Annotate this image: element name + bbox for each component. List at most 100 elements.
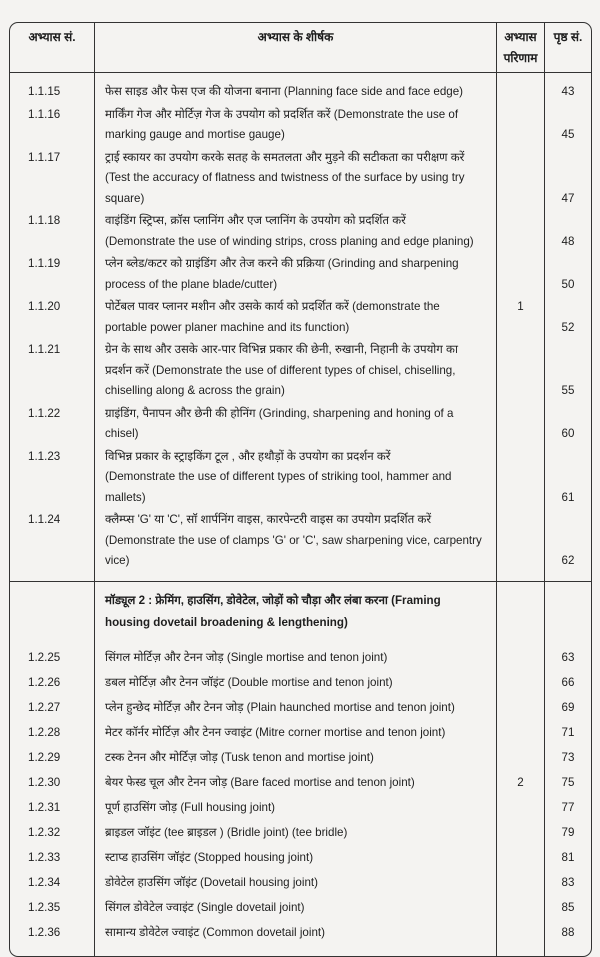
page-cell: 79 [545,821,591,846]
page-cell: 55 [545,339,591,403]
exercise-number: 1.1.24 [10,509,95,573]
table-row: 1.1.24 क्लैम्प्स 'G' या 'C', सॉ शार्पनिंग… [10,509,591,573]
page-cell: 73 [545,746,591,771]
table-row: 1.1.16 मार्किंग गेज और मोर्टिज़ गेज के उप… [10,103,591,147]
exercise-title: मार्किंग गेज और मोर्टिज़ गेज के उपयोग को… [95,103,497,147]
learning-outcome [497,402,545,446]
exercise-title-line: पोर्टेबल पावर प्लानर मशीन और उसके कार्य … [105,300,440,313]
exercise-title-line: प्लेन हुन्छेद मोर्टिज़ और टेनन जोड़ (Pla… [105,701,455,714]
exercise-title: सिंगल मोर्टिज़ और टेनन जोड़ (Single mort… [95,645,497,671]
exercise-title: ग्राइंडिंग, पैनापन और छेनी की होनिंग (Gr… [95,402,497,446]
exercise-title-line: chiselling along & across the grain) [105,384,285,397]
exercise-title-line: मेटर कॉर्नर मोर्टिज़ और टेनन ज्वाइंट (Mi… [105,726,446,739]
learning-outcome [497,146,545,210]
exercise-number: 1.2.30 [10,770,95,796]
learning-outcome [497,445,545,509]
header-page-no-label: पृष्ठ सं. [553,30,583,44]
empty-cell [10,945,95,956]
exercise-number: 1.2.25 [10,645,95,671]
page-number: 88 [561,926,575,939]
exercise-title-line: डोवेटेल हाउसिंग जॉइंट (Dovetail housing … [105,876,318,889]
table-row: 1.2.29 टस्क टेनन और मोर्टिज़ जोड़ (Tusk t… [10,745,591,771]
page-number: 47 [561,191,575,205]
exercise-title-line: portable power planer machine and its fu… [105,320,350,334]
module-row: मॉड्यूल 2 : फ्रेमिंग, हाउसिंग, डोवेटेल, … [10,580,591,646]
exercise-title: सिंगल डोवेटेल ज्वाइंट (Single dovetail j… [95,895,497,921]
exercise-title: ग्रेन के साथ और उसके आर-पार विभिन्न प्रक… [95,339,497,403]
exercise-title-line: फेस साइड और फेस एज की योजना बनाना (Plann… [105,85,464,98]
exercise-number: 1.2.33 [10,845,95,871]
table-row: 1.2.31 पूर्ण हाउसिंग जोड़ (Full housing j… [10,795,591,821]
exercise-number: 1.2.27 [10,695,95,721]
exercise-title-line: सामान्य डोवेटेल ज्वाइंट (Common dovetail… [105,926,325,939]
learning-outcome [497,795,545,821]
table-row: 1.2.33 स्टाप्ड हाउसिंग जॉइंट (Stopped hou… [10,845,591,871]
page-cell: 81 [545,846,591,871]
exercise-title: बेयर फेस्ड चूल और टेनन जोड़ (Bare faced … [95,770,497,796]
exercise-title: प्लेन हुन्छेद मोर्टिज़ और टेनन जोड़ (Pla… [95,695,497,721]
exercise-number: 1.1.23 [10,445,95,509]
exercise-title: स्टाप्ड हाउसिंग जॉइंट (Stopped housing j… [95,845,497,871]
exercise-title-line: प्लेन ब्लेड/कटर को ग्राइंडिंग और तेज करन… [105,257,459,270]
page-cell: 62 [545,509,591,573]
exercise-title: प्लेन ब्लेड/कटर को ग्राइंडिंग और तेज करन… [95,253,497,296]
header-outcome: अभ्यास परिणाम [497,23,545,72]
learning-outcome [497,695,545,721]
table-row: 1.2.32 ब्राइडल जॉइंट (tee ब्राइडल ) (Brid… [10,820,591,846]
empty-cell [545,73,591,81]
table-row: 1.2.28 मेटर कॉर्नर मोर्टिज़ और टेनन ज्वाइ… [10,720,591,746]
page-cell: 83 [545,871,591,896]
learning-outcome [497,339,545,403]
page-cell: 77 [545,796,591,821]
page-cell: 85 [545,896,591,921]
exercise-title-line: बेयर फेस्ड चूल और टेनन जोड़ (Bare faced … [105,776,415,789]
page-number: 71 [561,726,575,739]
page-cell: 60 [545,403,591,446]
table-row: 1.1.17 ट्राई स्कायर का उपयोग करके सतह के … [10,146,591,210]
exercise-title-line: टस्क टेनन और मोर्टिज़ जोड़ (Tusk tenon a… [105,751,374,764]
table-row: 1.2.36 सामान्य डोवेटेल ज्वाइंट (Common do… [10,920,591,946]
exercise-number: 1.1.22 [10,402,95,446]
learning-outcome [497,720,545,746]
page-number: 69 [561,701,575,714]
page-number: 43 [561,85,575,98]
learning-outcome [497,509,545,573]
page-cell: 66 [545,671,591,696]
page-number: 81 [561,851,575,864]
table-row: 1.1.23 विभिन्न प्रकार के स्ट्राइकिंग टूल … [10,445,591,510]
exercise-title-line: सिंगल मोर्टिज़ और टेनन जोड़ (Single mort… [105,651,388,664]
page-number: 75 [561,776,575,789]
header-page-no: पृष्ठ सं. [545,23,591,72]
header-exercise-title: अभ्यास के शीर्षक [95,23,497,72]
exercise-number: 1.2.36 [10,920,95,946]
header-row: अभ्यास सं. अभ्यास के शीर्षक अभ्यास परिणाम… [10,23,591,73]
exercise-title-line: (Demonstrate the use of clamps 'G' or 'C… [105,533,482,568]
exercise-title-line: डबल मोर्टिज़ और टेनन जॉइंट (Double morti… [105,676,393,689]
page-cell: 61 [545,446,591,510]
page-cell: 48 [545,210,591,253]
learning-outcome [497,820,545,846]
page-cell: 50 [545,253,591,296]
learning-outcome [497,103,545,147]
empty-cell [497,581,545,646]
exercise-number: 1.1.21 [10,339,95,403]
exercise-title: पोर्टेबल पावर प्लानर मशीन और उसके कार्य … [95,296,497,339]
exercise-title: विभिन्न प्रकार के स्ट्राइकिंग टूल , और ह… [95,445,497,509]
exercise-title: क्लैम्प्स 'G' या 'C', सॉ शार्पनिंग वाइस,… [95,509,497,573]
exercise-title-line: मार्किंग गेज और मोर्टिज़ गेज के उपयोग को… [105,107,459,121]
header-outcome-line: अभ्यास [504,30,537,44]
exercise-number: 1.1.18 [10,210,95,253]
table-row: 1.2.26 डबल मोर्टिज़ और टेनन जॉइंट (Double… [10,670,591,696]
empty-cell [545,946,591,956]
table-row: 1.1.19 प्लेन ब्लेड/कटर को ग्राइंडिंग और त… [10,253,591,296]
table-row: 1.2.34 डोवेटेल हाउसिंग जॉइंट (Dovetail ho… [10,870,591,896]
header-outcome-line: परिणाम [503,51,538,65]
empty-cell [545,573,591,581]
empty-cell [497,572,545,581]
exercise-number: 1.1.17 [10,146,95,210]
row-spacer [10,73,591,81]
page-cell: 75 [545,771,591,796]
exercise-title-line: process of the plane blade/cutter) [105,277,278,291]
learning-outcome [497,920,545,946]
page-number: 62 [561,554,575,567]
